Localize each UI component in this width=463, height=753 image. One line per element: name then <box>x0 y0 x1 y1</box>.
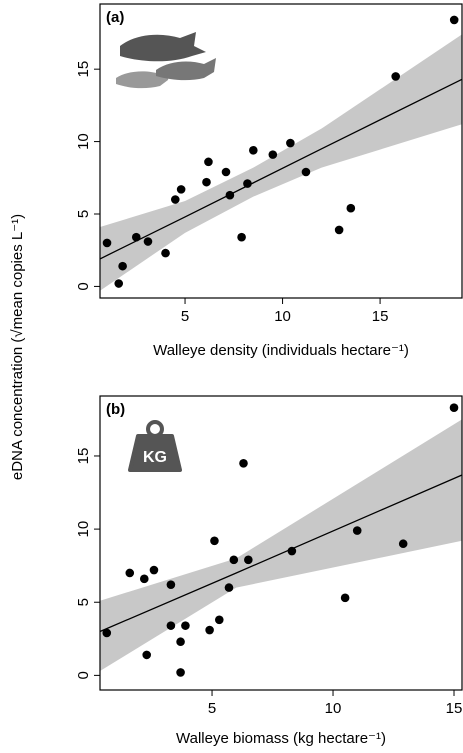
point <box>102 628 112 638</box>
point <box>125 568 135 578</box>
x-tick-label: 15 <box>446 700 463 717</box>
y-tick-label: 5 <box>75 210 92 218</box>
confidence-band <box>100 419 462 671</box>
point <box>287 546 297 556</box>
point <box>449 403 459 413</box>
x-tick-label: 10 <box>274 308 291 325</box>
point <box>142 650 152 660</box>
point <box>352 526 362 535</box>
point <box>176 637 185 647</box>
panel-label: (a) <box>106 9 124 26</box>
point <box>102 238 112 248</box>
point <box>170 195 180 204</box>
y-axis-label: eDNA concentration (√mean copies L⁻¹) <box>9 214 26 480</box>
point <box>176 185 186 194</box>
point <box>301 167 311 177</box>
point <box>334 225 344 235</box>
icon-label: KG <box>143 449 167 466</box>
point <box>244 555 253 565</box>
plot-frame <box>99 3 463 299</box>
point <box>143 237 153 246</box>
point <box>176 668 185 677</box>
y-tick-label: 0 <box>75 671 92 679</box>
point <box>114 279 124 288</box>
point <box>340 593 350 603</box>
x-tick-label: 10 <box>325 700 342 717</box>
x-axis-label: Walleye density (individuals hectare⁻¹) <box>153 342 409 359</box>
point <box>131 232 141 242</box>
point <box>139 574 149 584</box>
point <box>398 539 408 549</box>
point <box>249 145 258 155</box>
point <box>449 15 459 25</box>
x-tick-label: 15 <box>372 308 389 325</box>
point <box>239 458 248 468</box>
fish-icon <box>116 32 216 89</box>
confidence-band <box>100 34 462 291</box>
point <box>181 621 190 630</box>
y-tick-label: 15 <box>75 61 92 78</box>
point <box>214 615 224 625</box>
y-tick-label: 5 <box>75 598 92 606</box>
y-tick-label: 10 <box>75 521 92 538</box>
y-tick-label: 15 <box>75 448 92 465</box>
point <box>221 167 231 177</box>
point <box>224 583 234 592</box>
panel-label: (b) <box>106 401 125 418</box>
point <box>202 177 211 187</box>
point <box>166 621 176 630</box>
y-tick-label: 10 <box>75 133 92 150</box>
point <box>118 261 127 271</box>
point <box>210 536 219 546</box>
x-tick-label: 5 <box>208 700 216 717</box>
point <box>268 150 278 159</box>
x-tick-label: 5 <box>181 308 189 325</box>
point <box>149 565 159 575</box>
fit-line <box>99 474 463 633</box>
point <box>243 179 252 188</box>
point <box>225 190 235 200</box>
point <box>346 203 356 213</box>
point <box>166 580 176 589</box>
fit-line <box>99 78 463 260</box>
point <box>204 157 213 167</box>
weight-icon <box>128 420 182 472</box>
y-tick-label: 0 <box>75 282 92 290</box>
point <box>161 248 170 258</box>
plot-frame <box>99 395 463 691</box>
point <box>205 625 214 635</box>
point <box>286 138 295 148</box>
point <box>237 232 246 242</box>
point <box>391 72 400 81</box>
point <box>229 555 239 565</box>
x-axis-label: Walleye biomass (kg hectare⁻¹) <box>176 730 386 747</box>
